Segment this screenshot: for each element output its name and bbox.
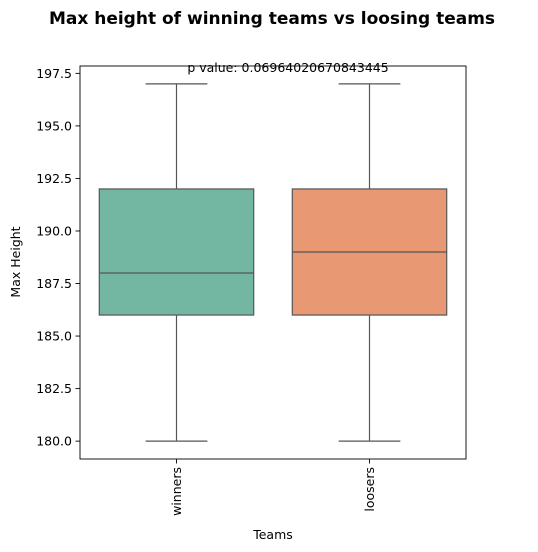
x-axis-label: Teams xyxy=(252,527,293,542)
x-tick-label: loosers xyxy=(362,467,377,512)
y-tick-label: 182.5 xyxy=(36,381,72,396)
y-tick-label: 185.0 xyxy=(36,329,72,344)
x-tick-label: winners xyxy=(169,467,184,516)
y-tick-label: 187.5 xyxy=(36,276,72,291)
chart-subtitle: p value: 0.06964020670843445 xyxy=(187,60,388,75)
y-tick-label: 195.0 xyxy=(36,118,72,133)
x-axis: winners loosers xyxy=(169,459,377,516)
interquartile-box xyxy=(98,188,255,316)
chart-title: Max height of winning teams vs loosing t… xyxy=(49,9,495,29)
box-loosers xyxy=(291,83,448,442)
y-tick-label: 197.5 xyxy=(36,66,72,81)
plot-frame xyxy=(79,65,467,460)
box-winners xyxy=(98,83,255,442)
y-axis: 180.0 182.5 185.0 187.5 190.0 192.5 195.0 197.5 xyxy=(36,66,80,449)
y-axis-label: Max Height xyxy=(8,226,23,297)
y-tick-label: 190.0 xyxy=(36,223,72,238)
y-tick-label: 192.5 xyxy=(36,171,72,186)
y-tick-label: 180.0 xyxy=(36,434,72,449)
plot-area xyxy=(98,83,448,442)
